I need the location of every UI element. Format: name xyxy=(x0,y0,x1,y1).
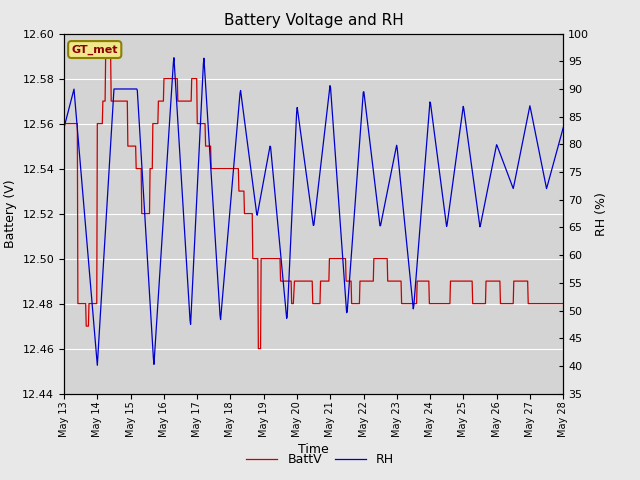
BattV xyxy=(437,300,445,306)
RH xyxy=(275,227,282,232)
BattV xyxy=(115,98,123,104)
Y-axis label: RH (%): RH (%) xyxy=(595,192,607,236)
BattV xyxy=(255,346,262,351)
Line: RH: RH xyxy=(64,58,563,365)
RH xyxy=(93,362,101,368)
BattV xyxy=(492,278,500,284)
RH xyxy=(115,86,123,92)
Y-axis label: Battery (V): Battery (V) xyxy=(4,180,17,248)
Line: BattV: BattV xyxy=(64,56,563,348)
RH xyxy=(191,231,199,237)
RH xyxy=(60,125,68,131)
BattV xyxy=(102,53,109,59)
BattV xyxy=(417,278,424,284)
Legend: BattV, RH: BattV, RH xyxy=(241,448,399,471)
RH xyxy=(492,144,500,150)
Title: Battery Voltage and RH: Battery Voltage and RH xyxy=(224,13,403,28)
RH xyxy=(559,125,567,131)
BattV xyxy=(275,256,282,262)
X-axis label: Time: Time xyxy=(298,443,329,456)
RH xyxy=(417,218,424,224)
BattV xyxy=(60,120,68,126)
BattV xyxy=(559,300,567,306)
RH xyxy=(170,55,178,60)
Text: GT_met: GT_met xyxy=(72,44,118,55)
BattV xyxy=(191,76,198,82)
RH xyxy=(437,181,445,187)
